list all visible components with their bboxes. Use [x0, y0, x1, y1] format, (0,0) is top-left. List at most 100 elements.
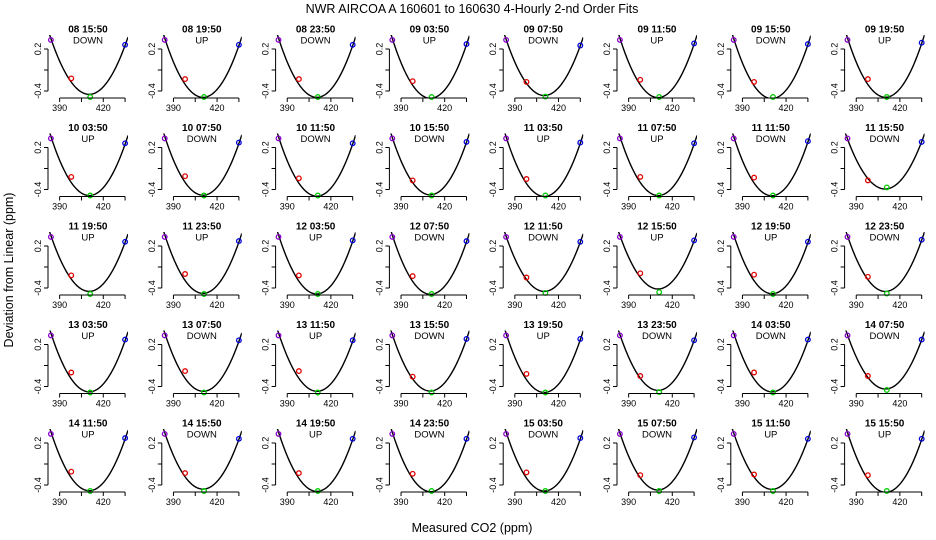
panel-title: 08 19:50 — [182, 25, 222, 36]
x-tick-label: 390 — [52, 300, 67, 310]
data-point — [616, 430, 623, 437]
data-point — [295, 175, 302, 182]
y-tick-label: 0.2 — [488, 240, 498, 253]
panel-title: 11 07:50 — [638, 123, 677, 134]
y-tick-label: 0.2 — [147, 240, 157, 253]
x-tick-label: 420 — [892, 202, 907, 212]
x-tick-label: 420 — [437, 497, 452, 507]
data-point — [577, 435, 584, 442]
y-axis: -0.4 0.2 — [374, 240, 390, 296]
data-point — [161, 233, 168, 240]
panel-title: 15 11:50 — [751, 419, 790, 430]
panel-title: 13 07:50 — [182, 320, 222, 331]
data-point — [577, 139, 584, 146]
y-tick-label: 0.2 — [374, 437, 384, 450]
y-tick-label: 0.2 — [147, 338, 157, 351]
data-point — [161, 135, 168, 142]
panel-direction-label: UP — [537, 331, 550, 342]
y-tick-label: 0.2 — [716, 43, 726, 56]
data-point — [523, 370, 530, 377]
x-tick-label: 390 — [735, 300, 750, 310]
y-axis: -0.4 0.2 — [261, 437, 277, 493]
y-axis: -0.4 0.2 — [830, 338, 846, 394]
x-tick-label: 390 — [849, 399, 864, 409]
data-point — [314, 389, 321, 396]
x-tick-label: 390 — [735, 497, 750, 507]
data-point — [730, 36, 737, 43]
data-point — [314, 192, 321, 199]
x-tick-label: 390 — [621, 103, 636, 113]
x-axis: 390 420 — [280, 393, 354, 409]
data-point — [864, 177, 871, 184]
y-tick-label: 0.2 — [602, 43, 612, 56]
data-point — [161, 332, 168, 339]
x-tick-label: 390 — [507, 300, 522, 310]
data-point — [751, 471, 758, 478]
data-point — [235, 41, 242, 48]
y-axis: -0.4 0.2 — [261, 141, 277, 197]
y-tick-label: 0.2 — [261, 437, 271, 450]
y-axis: -0.4 0.2 — [602, 141, 618, 197]
data-point — [656, 192, 663, 199]
x-tick-label: 390 — [849, 103, 864, 113]
y-axis: -0.4 0.2 — [716, 437, 732, 493]
data-point — [804, 138, 811, 145]
data-point — [804, 41, 811, 48]
y-tick-label: 0.2 — [602, 437, 612, 450]
x-axis: 390 420 — [849, 97, 923, 113]
y-tick-label: -0.4 — [147, 379, 157, 395]
x-tick-label: 390 — [394, 202, 409, 212]
x-tick-label: 420 — [437, 399, 452, 409]
data-point — [770, 192, 776, 199]
y-tick-label: -0.4 — [830, 83, 840, 99]
x-tick-label: 390 — [280, 399, 295, 409]
y-tick-label: -0.4 — [374, 280, 384, 296]
data-point — [463, 41, 470, 48]
data-point — [428, 389, 435, 396]
x-tick-label: 420 — [551, 103, 566, 113]
data-point — [87, 488, 94, 494]
y-axis: -0.4 0.2 — [33, 43, 49, 99]
data-point — [201, 94, 207, 100]
data-point — [883, 488, 890, 494]
y-axis: -0.4 0.2 — [716, 240, 732, 296]
data-point — [542, 192, 549, 199]
y-axis: -0.4 0.2 — [147, 43, 163, 99]
panel-title: 14 23:50 — [410, 419, 450, 430]
data-point — [691, 140, 698, 147]
x-axis: 390 420 — [735, 491, 809, 507]
x-tick-label: 420 — [323, 300, 338, 310]
data-point — [637, 173, 644, 180]
x-tick-label: 420 — [210, 300, 225, 310]
y-tick-label: -0.4 — [488, 379, 498, 395]
panel-title: 08 23:50 — [296, 25, 336, 36]
x-tick-label: 420 — [665, 300, 680, 310]
x-tick-label: 390 — [52, 202, 67, 212]
panel-title: 13 11:50 — [296, 320, 335, 331]
x-tick-label: 420 — [210, 202, 225, 212]
y-tick-label: 0.2 — [374, 141, 384, 154]
data-point — [463, 435, 470, 442]
data-point — [68, 173, 75, 180]
data-point — [864, 472, 871, 479]
data-point — [730, 430, 737, 437]
data-point — [201, 389, 207, 396]
y-tick-label: -0.4 — [261, 280, 271, 296]
panel-direction-label: UP — [650, 36, 663, 47]
x-tick-label: 390 — [52, 103, 67, 113]
data-point — [577, 238, 584, 245]
x-tick-label: 420 — [665, 103, 680, 113]
data-point — [616, 36, 623, 43]
data-point — [201, 192, 207, 199]
panel-direction-label: DOWN — [187, 430, 217, 441]
y-tick-label: -0.4 — [261, 83, 271, 99]
y-tick-label: -0.4 — [33, 83, 43, 99]
y-axis: -0.4 0.2 — [33, 338, 49, 394]
